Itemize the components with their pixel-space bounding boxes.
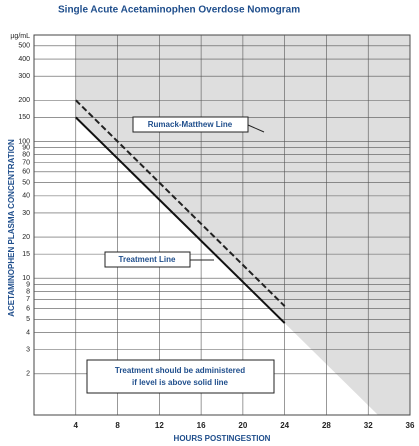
y-tick-label: 60	[22, 169, 30, 176]
chart-title: Single Acute Acetaminophen Overdose Nomo…	[58, 5, 300, 16]
y-tick-label: 9	[26, 281, 30, 288]
y-axis-title: ACETAMINOPHEN PLASMA CONCENTRATION	[7, 139, 16, 317]
y-tick-label: 90	[22, 145, 30, 152]
label-box	[104, 251, 191, 268]
x-tick-label: 32	[364, 421, 373, 430]
x-tick-label: 4	[74, 421, 79, 430]
y-tick-label: 70	[22, 159, 30, 166]
note-box	[86, 359, 275, 394]
y-tick-label: 100	[18, 138, 30, 145]
series-line	[75, 99, 286, 307]
annotations: Rumack-Matthew Line Treatment Line Treat…	[86, 116, 275, 394]
x-axis-title: HOURS POSTINGESTION	[174, 434, 271, 443]
x-tick-label: 36	[406, 421, 415, 430]
series-line	[75, 116, 286, 324]
x-tick-label: 8	[115, 421, 120, 430]
leader-line	[247, 124, 265, 133]
y-tick-label: 200	[18, 97, 30, 104]
y-tick-label: 10	[22, 275, 30, 282]
y-tick-label: 7	[26, 296, 30, 303]
y-tick-label: 8	[26, 288, 30, 295]
y-tick-label: 20	[22, 234, 30, 241]
y-tick-label: 40	[22, 193, 30, 200]
y-tick-label: 300	[18, 73, 30, 80]
y-tick-label: 6	[26, 305, 30, 312]
note-line: if level is above solid line	[132, 378, 229, 387]
x-tick-label: 20	[238, 421, 247, 430]
y-tick-label: 2	[26, 371, 30, 378]
y-tick-label: 500	[18, 43, 30, 50]
y-tick-label: 150	[18, 114, 30, 121]
x-tick-label: 28	[322, 421, 331, 430]
y-tick-label: 30	[22, 210, 30, 217]
note-line: Treatment should be administered	[115, 366, 245, 375]
series-label: Rumack-Matthew Line	[148, 120, 233, 129]
y-tick-label: 3	[26, 347, 30, 354]
y-unit: µg/mL	[10, 33, 30, 40]
y-tick-label: 4	[26, 329, 30, 336]
x-tick-label: 24	[280, 421, 289, 430]
y-tick-label: 5	[26, 316, 30, 323]
y-tick-label: 50	[22, 179, 30, 186]
x-tick-label: 16	[197, 421, 206, 430]
label-box	[132, 116, 249, 133]
series-label: Treatment Line	[119, 255, 176, 264]
y-tick-label: 400	[18, 56, 30, 63]
y-tick-label: 15	[22, 251, 30, 258]
y-tick-label: 80	[22, 152, 30, 159]
x-tick-label: 12	[155, 421, 164, 430]
